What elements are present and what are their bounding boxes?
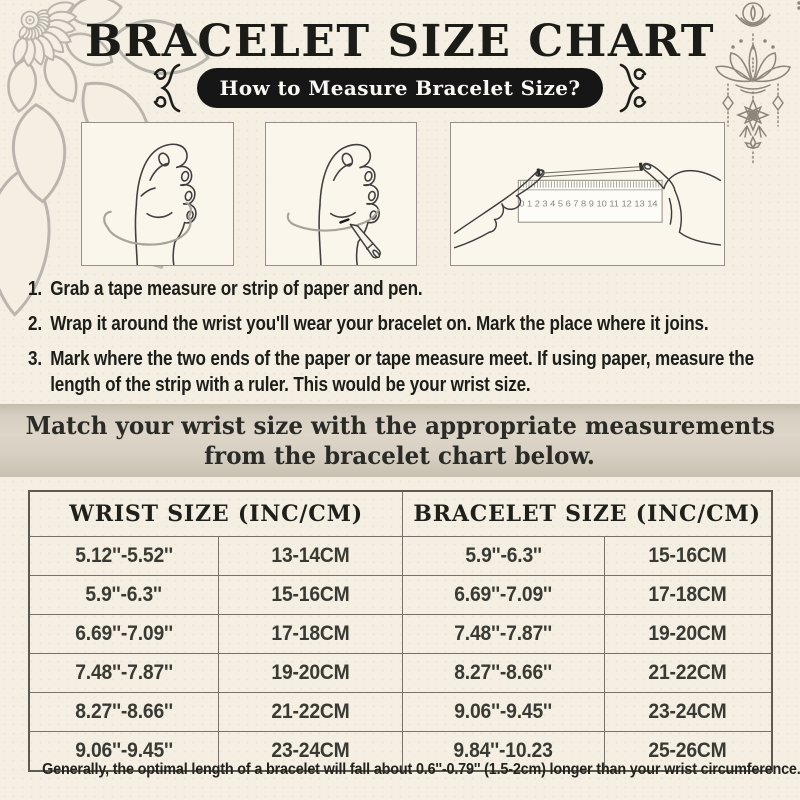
table-row: 9.06''-9.45'' 23-24CM 9.84''-10.23 25-26CM [28,731,773,772]
table-cell: 6.69''-7.09'' [28,614,219,654]
size-table: WRIST SIZE (INC/CM) BRACELET SIZE (INC/C… [28,490,773,772]
table-cell: 7.48''-7.87'' [402,614,605,654]
match-banner: Match your wrist size with the appropria… [0,404,800,477]
footer-note-text: Generally, the optimal length of a brace… [42,761,800,778]
hand-with-tape-illustration [103,143,197,265]
table-cell: 8.27''-8.66'' [402,653,605,693]
figure-mark-pen [265,122,417,266]
table-cell: 9.06''-9.45'' [402,692,605,732]
hand-with-pen-illustration [286,143,381,265]
table-cell: 23-24CM [603,692,773,732]
table-cell: 9.84''-10.23 [402,731,605,772]
table-cell: 13-14CM [217,536,404,576]
table-cell: 19-20CM [603,614,773,654]
page-title: BRACELET SIZE CHART [84,16,716,67]
step-item: 2. Wrap it around the wrist you'll wear y… [28,311,800,337]
table-cell: 8.27''-8.66'' [28,692,219,732]
footer-note: Generally, the optimal length of a brace… [0,761,800,779]
bracelet-size-header: BRACELET SIZE (INC/CM) [402,490,773,537]
table-row: 7.48''-7.87'' 19-20CM 8.27''-8.66'' 21-22CM [28,653,773,693]
table-cell: 5.12''-5.52'' [28,536,219,576]
table-cell: 19-20CM [217,653,404,693]
ruler-numbers: 0 1 2 3 4 5 6 7 8 9 10 11 12 13 14 [519,200,658,209]
table-cell: 21-22CM [603,653,773,693]
step-item: 3. Mark where the two ends of the paper o… [28,346,800,398]
table-row: 5.9''-6.3'' 15-16CM 6.69''-7.09'' 17-18CM [28,575,773,615]
table-cell: 15-16CM [217,575,404,615]
step-text: Grab a tape measure or strip of paper an… [50,278,423,300]
figures-row: 0 1 2 3 4 5 6 7 8 9 10 11 12 13 14 [81,122,725,266]
figure-ruler: 0 1 2 3 4 5 6 7 8 9 10 11 12 13 14 [450,122,725,266]
table-row: 8.27''-8.66'' 21-22CM 9.06''-9.45'' 23-24CM [28,692,773,732]
table-header-row: WRIST SIZE (INC/CM) BRACELET SIZE (INC/C… [28,490,773,537]
how-to-measure-badge: How to Measure Bracelet Size? [197,68,603,108]
squiggle-bracket-right-icon [619,63,646,113]
step-number: 2. [28,313,42,335]
squiggle-bracket-left-icon [154,63,181,113]
table-cell: 25-26CM [603,731,773,772]
table-cell: 17-18CM [217,614,404,654]
table-cell: 23-24CM [217,731,404,772]
step-text: Mark where the two ends of the paper or … [50,348,754,396]
table-cell: 9.06''-9.45'' [28,731,219,772]
table-cell: 15-16CM [603,536,773,576]
table-cell: 17-18CM [603,575,773,615]
figure-wrap-tape [81,122,234,266]
table-cell: 6.69''-7.09'' [402,575,605,615]
step-number: 1. [28,278,42,300]
hands-ruler-illustration: 0 1 2 3 4 5 6 7 8 9 10 11 12 13 14 [453,162,722,249]
banner-line: from the bracelet chart below. [204,440,596,470]
table-row: 6.69''-7.09'' 17-18CM 7.48''-7.87'' 19-20CM [28,614,773,654]
banner-line: Match your wrist size with the appropria… [25,410,775,440]
table-row: 5.12''-5.52'' 13-14CM 5.9''-6.3'' 15-16CM [28,536,773,576]
steps-list: 1. Grab a tape measure or strip of paper … [28,276,800,407]
step-item: 1. Grab a tape measure or strip of paper … [28,276,800,302]
size-table-body: 5.12''-5.52'' 13-14CM 5.9''-6.3'' 15-16CM 5.… [28,536,773,772]
wrist-size-header: WRIST SIZE (INC/CM) [28,490,404,537]
badge-row: How to Measure Bracelet Size? [0,63,800,113]
table-cell: 21-22CM [217,692,404,732]
step-text: Wrap it around the wrist you'll wear you… [50,313,709,335]
step-number: 3. [28,348,42,370]
table-cell: 7.48''-7.87'' [28,653,219,693]
table-cell: 5.9''-6.3'' [28,575,219,615]
table-cell: 5.9''-6.3'' [402,536,605,576]
